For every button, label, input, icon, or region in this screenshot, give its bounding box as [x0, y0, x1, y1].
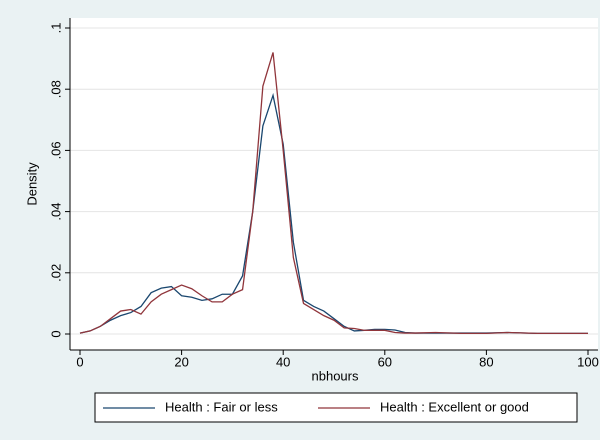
y-tick-label: .04: [48, 203, 63, 221]
y-tick-label: 0: [48, 330, 63, 337]
plot-area: [70, 18, 598, 350]
x-tick-label: 40: [276, 354, 290, 369]
x-tick-label: 100: [577, 354, 599, 369]
series-line: [79, 52, 588, 335]
y-axis-label: Density: [24, 162, 39, 206]
y-tick-label: .02: [48, 264, 63, 282]
x-tick-label: 20: [174, 354, 188, 369]
y-tick-label: .08: [48, 80, 63, 98]
x-axis-label: nbhours: [312, 368, 359, 383]
legend-label: Health : Excellent or good: [380, 399, 529, 414]
x-tick-label: 80: [479, 354, 493, 369]
y-tick-label: .06: [48, 141, 63, 159]
y-tick-label: .1: [48, 23, 63, 34]
legend-label: Health : Fair or less: [165, 399, 278, 414]
x-tick-label: 60: [378, 354, 392, 369]
x-tick-label: 0: [76, 354, 83, 369]
